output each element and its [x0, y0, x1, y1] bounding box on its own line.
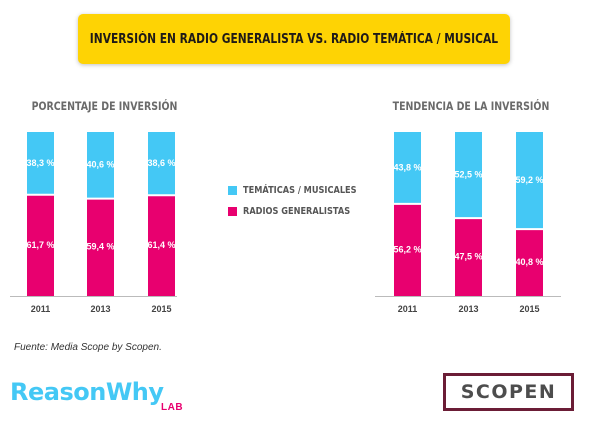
legend-item-tematicas: TEMÁTICAS / MUSICALES: [228, 182, 381, 199]
reasonwhy-lab-logo: LAB: [161, 402, 184, 413]
data-label-generalistas-2015: 40,8 %: [515, 257, 543, 267]
data-label-tematicas-2015: 38,6 %: [147, 158, 175, 168]
data-label-tematicas-2013: 40,6 %: [86, 160, 114, 170]
bar-tematicas-2015: [516, 132, 543, 230]
legend-swatch-tematicas: [228, 186, 237, 195]
chart-1-title: PORCENTAJE DE INVERSIÓN: [31, 99, 178, 113]
data-label-generalistas-2015: 61,4 %: [147, 240, 175, 250]
x-tick-label-2013: 2013: [458, 304, 478, 314]
bar-generalistas-2015: [516, 229, 543, 296]
legend: TEMÁTICAS / MUSICALES RADIOS GENERALISTA…: [228, 182, 381, 224]
legend-label-tematicas: TEMÁTICAS / MUSICALES: [243, 185, 357, 196]
source-note: Fuente: Media Scope by Scopen.: [14, 342, 162, 353]
legend-label-generalistas: RADIOS GENERALISTAS: [243, 206, 351, 217]
data-label-generalistas-2011: 56,2 %: [393, 244, 421, 254]
page-title: INVERSIÓN EN RADIO GENERALISTA VS. RADIO…: [89, 31, 499, 47]
data-label-tematicas-2011: 43,8 %: [393, 162, 421, 172]
bar-generalistas-2013: [87, 198, 114, 296]
title-banner: INVERSIÓN EN RADIO GENERALISTA VS. RADIO…: [78, 14, 510, 64]
x-tick-label-2011: 2011: [31, 304, 51, 314]
x-tick-label-2015: 2015: [151, 304, 171, 314]
scopen-logo-text: SCOPEN: [460, 381, 557, 403]
x-tick-label-2011: 2011: [398, 304, 418, 314]
bar-generalistas-2013: [455, 218, 482, 296]
data-label-tematicas-2011: 38,3 %: [26, 158, 54, 168]
bar-tematicas-2013: [455, 132, 482, 219]
data-label-tematicas-2013: 52,5 %: [454, 169, 482, 179]
data-label-generalistas-2013: 59,4 %: [86, 242, 114, 252]
reasonwhy-logo: ReasonWhy: [10, 378, 164, 406]
bar-tematicas-2011: [27, 132, 54, 195]
bar-tematicas-2011: [394, 132, 421, 204]
chart-2-title: TENDENCIA DE LA INVERSIÓN: [392, 99, 550, 113]
legend-item-generalistas: RADIOS GENERALISTAS: [228, 203, 381, 220]
scopen-logo: SCOPEN: [443, 373, 574, 411]
x-tick-label-2015: 2015: [519, 304, 539, 314]
x-tick-label-2013: 2013: [90, 304, 110, 314]
legend-swatch-generalistas: [228, 207, 237, 216]
bar-generalistas-2011: [394, 203, 421, 296]
bar-generalistas-2015: [148, 195, 175, 296]
data-label-generalistas-2011: 61,7 %: [26, 240, 54, 250]
bar-tematicas-2015: [148, 132, 175, 196]
bar-tematicas-2013: [87, 132, 114, 199]
data-label-tematicas-2015: 59,2 %: [515, 175, 543, 185]
data-label-generalistas-2013: 47,5 %: [454, 251, 482, 261]
bar-generalistas-2011: [27, 194, 54, 296]
